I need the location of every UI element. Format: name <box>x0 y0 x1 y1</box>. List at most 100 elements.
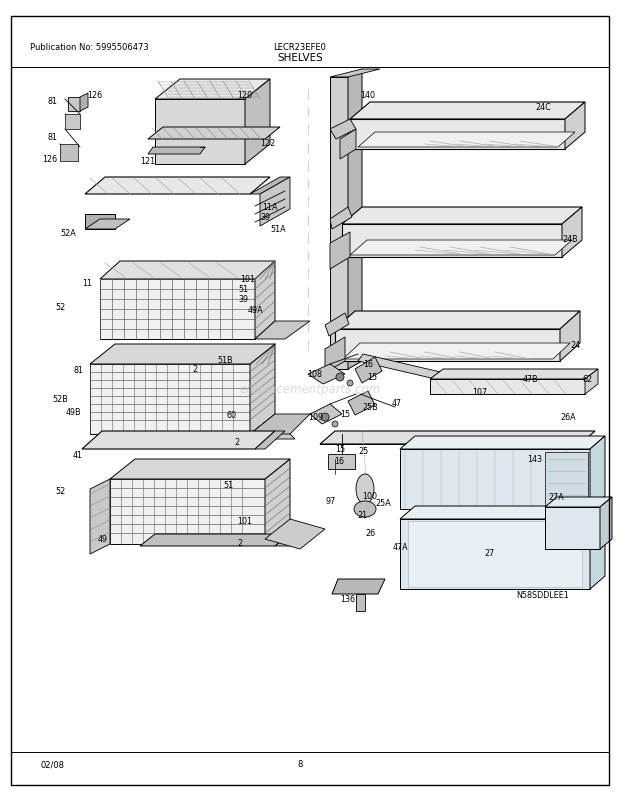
Text: 107: 107 <box>472 388 487 397</box>
Text: 52: 52 <box>55 487 65 496</box>
Text: 49: 49 <box>98 535 108 544</box>
Polygon shape <box>60 145 78 162</box>
Text: 15: 15 <box>340 410 350 419</box>
Polygon shape <box>565 103 585 150</box>
Polygon shape <box>85 220 130 229</box>
Text: 15: 15 <box>335 445 345 454</box>
Text: 16: 16 <box>334 457 344 466</box>
Polygon shape <box>330 78 348 370</box>
Text: 25B: 25B <box>362 403 378 412</box>
Text: N58SDDLEE1: N58SDDLEE1 <box>516 591 569 600</box>
Polygon shape <box>335 330 560 362</box>
Polygon shape <box>545 497 612 508</box>
Text: Publication No: 5995506473: Publication No: 5995506473 <box>30 43 149 52</box>
Text: 51: 51 <box>223 481 233 490</box>
Polygon shape <box>90 345 275 365</box>
Text: 26: 26 <box>365 528 375 537</box>
Circle shape <box>336 374 344 382</box>
Polygon shape <box>400 449 590 509</box>
Text: 11: 11 <box>82 278 92 287</box>
Polygon shape <box>350 103 585 119</box>
Text: 97: 97 <box>326 497 336 506</box>
Polygon shape <box>400 436 605 449</box>
Polygon shape <box>255 322 310 339</box>
Text: 2: 2 <box>234 438 239 447</box>
Polygon shape <box>245 80 270 164</box>
Text: 51: 51 <box>238 286 248 294</box>
Polygon shape <box>148 128 280 140</box>
Polygon shape <box>358 354 505 395</box>
Polygon shape <box>355 358 382 383</box>
Text: 2: 2 <box>192 365 198 374</box>
Polygon shape <box>545 452 588 506</box>
Ellipse shape <box>356 475 374 504</box>
Polygon shape <box>340 130 356 160</box>
Polygon shape <box>255 261 275 339</box>
Polygon shape <box>562 208 582 257</box>
Polygon shape <box>265 429 295 439</box>
Polygon shape <box>600 497 612 549</box>
Text: 47B: 47B <box>522 375 538 384</box>
Polygon shape <box>250 178 290 195</box>
Text: 24B: 24B <box>562 235 578 244</box>
Polygon shape <box>85 178 270 195</box>
Text: 101: 101 <box>241 275 255 284</box>
Polygon shape <box>356 594 365 611</box>
Polygon shape <box>155 80 270 100</box>
Polygon shape <box>140 534 290 546</box>
Polygon shape <box>408 521 582 587</box>
Text: 39: 39 <box>238 295 248 304</box>
Polygon shape <box>330 208 352 229</box>
Polygon shape <box>90 365 250 435</box>
Text: 15: 15 <box>367 373 377 382</box>
Circle shape <box>321 414 329 422</box>
Text: 51A: 51A <box>270 225 286 233</box>
Polygon shape <box>250 415 310 435</box>
Text: 25A: 25A <box>375 499 391 508</box>
Text: 47A: 47A <box>392 543 408 552</box>
Text: 109: 109 <box>308 413 324 422</box>
Polygon shape <box>350 241 572 256</box>
Text: 122: 122 <box>260 138 276 148</box>
Polygon shape <box>328 455 355 469</box>
Text: 02/08: 02/08 <box>40 759 64 768</box>
Circle shape <box>332 422 338 427</box>
Text: 11A: 11A <box>262 202 278 211</box>
Polygon shape <box>400 520 590 589</box>
Polygon shape <box>343 343 570 359</box>
Polygon shape <box>590 506 605 589</box>
Polygon shape <box>80 94 88 111</box>
Polygon shape <box>590 436 605 509</box>
Polygon shape <box>560 312 580 362</box>
Polygon shape <box>265 520 325 549</box>
Text: 140: 140 <box>360 91 376 99</box>
Polygon shape <box>250 345 275 435</box>
Polygon shape <box>255 431 285 449</box>
Polygon shape <box>82 431 275 449</box>
Polygon shape <box>308 365 345 384</box>
Text: 52B: 52B <box>52 395 68 404</box>
Text: 81: 81 <box>73 366 83 375</box>
Polygon shape <box>325 314 349 337</box>
Text: LECR23EFE0: LECR23EFE0 <box>273 43 327 52</box>
Text: 62: 62 <box>583 375 593 384</box>
Text: 27A: 27A <box>548 493 564 502</box>
Polygon shape <box>110 480 265 545</box>
Text: 47: 47 <box>392 399 402 408</box>
Polygon shape <box>430 379 585 395</box>
Text: 21: 21 <box>357 511 367 520</box>
Text: 120: 120 <box>237 91 252 99</box>
Polygon shape <box>342 225 562 257</box>
Polygon shape <box>155 100 245 164</box>
Polygon shape <box>400 506 605 520</box>
Text: 126: 126 <box>42 156 58 164</box>
Ellipse shape <box>354 501 376 517</box>
Polygon shape <box>65 115 80 130</box>
Text: 24C: 24C <box>535 103 551 112</box>
Polygon shape <box>358 133 575 148</box>
Polygon shape <box>430 370 598 379</box>
Text: 16: 16 <box>363 360 373 369</box>
Text: 121: 121 <box>141 156 156 165</box>
Text: 126: 126 <box>87 91 102 100</box>
Text: 100: 100 <box>363 492 378 501</box>
